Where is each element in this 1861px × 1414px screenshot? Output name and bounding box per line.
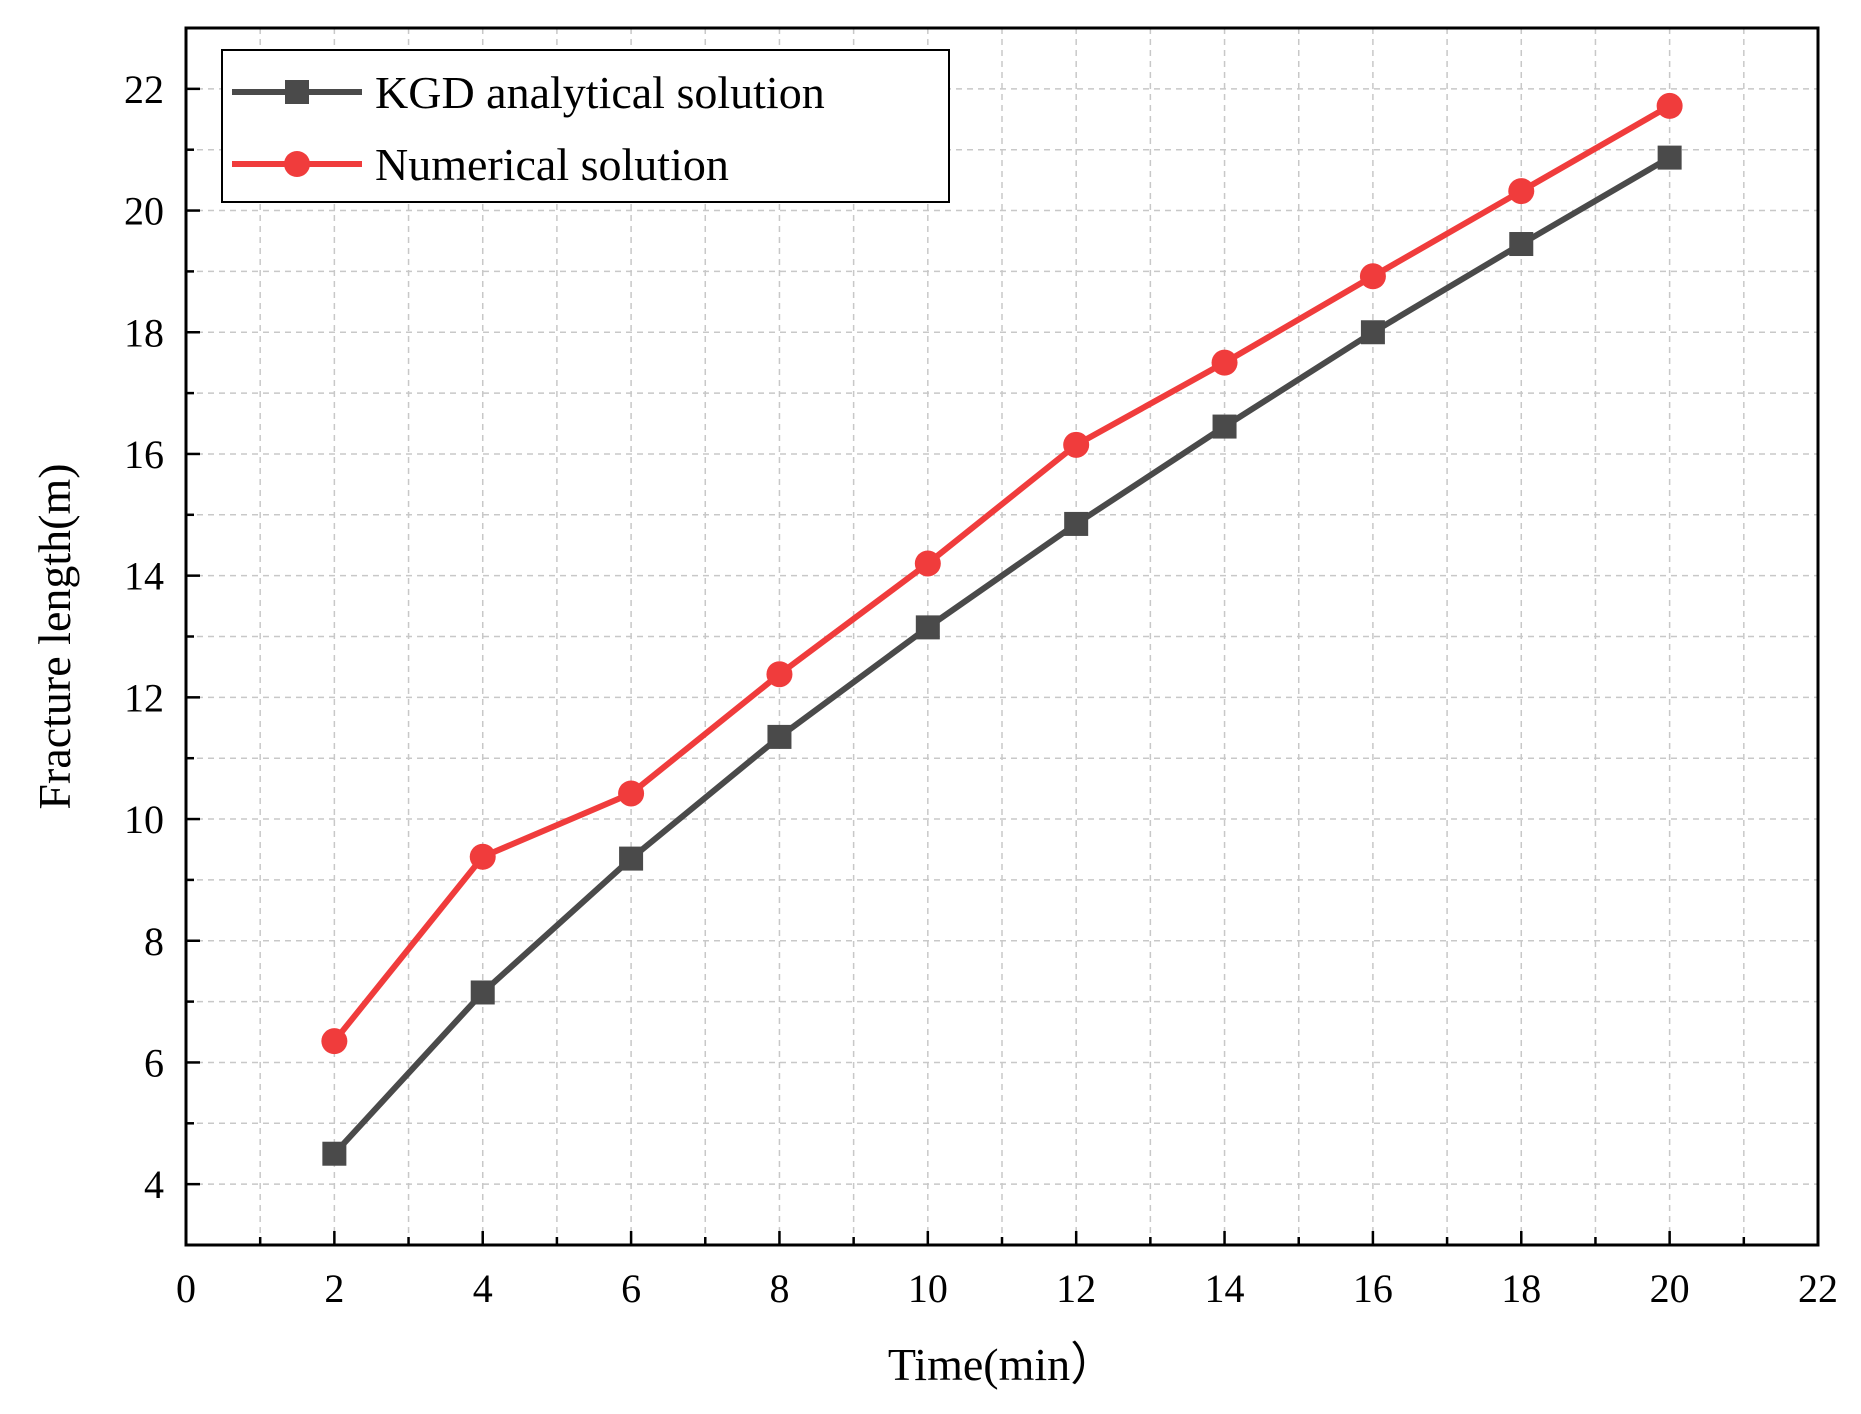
data-point-square <box>322 1141 347 1166</box>
data-point-circle <box>1359 263 1386 290</box>
data-point-square <box>470 980 495 1005</box>
y-tick-label: 8 <box>144 919 164 964</box>
data-point-square <box>915 615 940 640</box>
data-point-circle <box>1656 92 1683 119</box>
y-axis-title: Fracture length(m) <box>29 463 80 809</box>
data-point-square <box>1657 145 1682 170</box>
x-tick-label: 0 <box>176 1266 196 1311</box>
series-line-numerical <box>332 103 1672 1044</box>
y-tick-label: 6 <box>144 1040 164 1085</box>
data-point-square <box>1509 232 1534 257</box>
data-point-circle <box>618 780 645 807</box>
x-tick-label: 10 <box>908 1266 948 1311</box>
y-tick-label: 22 <box>124 67 164 112</box>
y-tick-label: 18 <box>124 310 164 355</box>
x-tick-label: 16 <box>1353 1266 1393 1311</box>
data-point-circle <box>1211 349 1238 376</box>
x-tick-label: 4 <box>473 1266 493 1311</box>
data-point-circle <box>914 550 941 577</box>
y-tick-label: 16 <box>124 432 164 477</box>
x-tick-label: 22 <box>1798 1266 1838 1311</box>
x-tick-label: 20 <box>1650 1266 1690 1311</box>
data-point-square <box>619 846 644 871</box>
y-tick-label: 20 <box>124 189 164 234</box>
data-point-circle <box>766 661 793 688</box>
legend: KGD analytical solution Numerical soluti… <box>221 49 950 203</box>
data-point-square <box>767 724 792 749</box>
data-point-circle <box>469 843 496 870</box>
x-tick-label: 2 <box>324 1266 344 1311</box>
data-point-square <box>1360 320 1385 345</box>
x-tick-label: 12 <box>1056 1266 1096 1311</box>
plot-frame <box>184 26 1820 1247</box>
data-point-square <box>1064 511 1089 536</box>
x-tick-label: 8 <box>769 1266 789 1311</box>
y-tick-label: 4 <box>144 1162 164 1207</box>
y-tick-label: 10 <box>124 797 164 842</box>
x-axis-title: Time(min） <box>888 1339 1116 1390</box>
data-point-square <box>1212 414 1237 439</box>
legend-box <box>221 49 950 203</box>
legend-circle-marker <box>284 151 310 177</box>
x-tick-label: 14 <box>1205 1266 1245 1311</box>
y-tick-label: 12 <box>124 675 164 720</box>
data-point-circle <box>1063 431 1090 458</box>
x-tick-label: 6 <box>621 1266 641 1311</box>
tick-labels: 0 2 4 6 8 10 12 14 16 18 20 22 4 6 8 10 12 14 16 18 20 22 <box>124 67 1838 1311</box>
legend-label-numerical: Numerical solution <box>375 139 729 190</box>
x-tick-label: 18 <box>1501 1266 1541 1311</box>
data-point-circle <box>1508 178 1535 205</box>
legend-label-kgd: KGD analytical solution <box>375 67 825 118</box>
legend-square-marker <box>285 80 309 104</box>
data-point-circle <box>321 1028 348 1055</box>
series-lines <box>321 92 1683 1166</box>
series-line-kgd <box>332 155 1672 1156</box>
y-tick-label: 14 <box>124 554 164 599</box>
